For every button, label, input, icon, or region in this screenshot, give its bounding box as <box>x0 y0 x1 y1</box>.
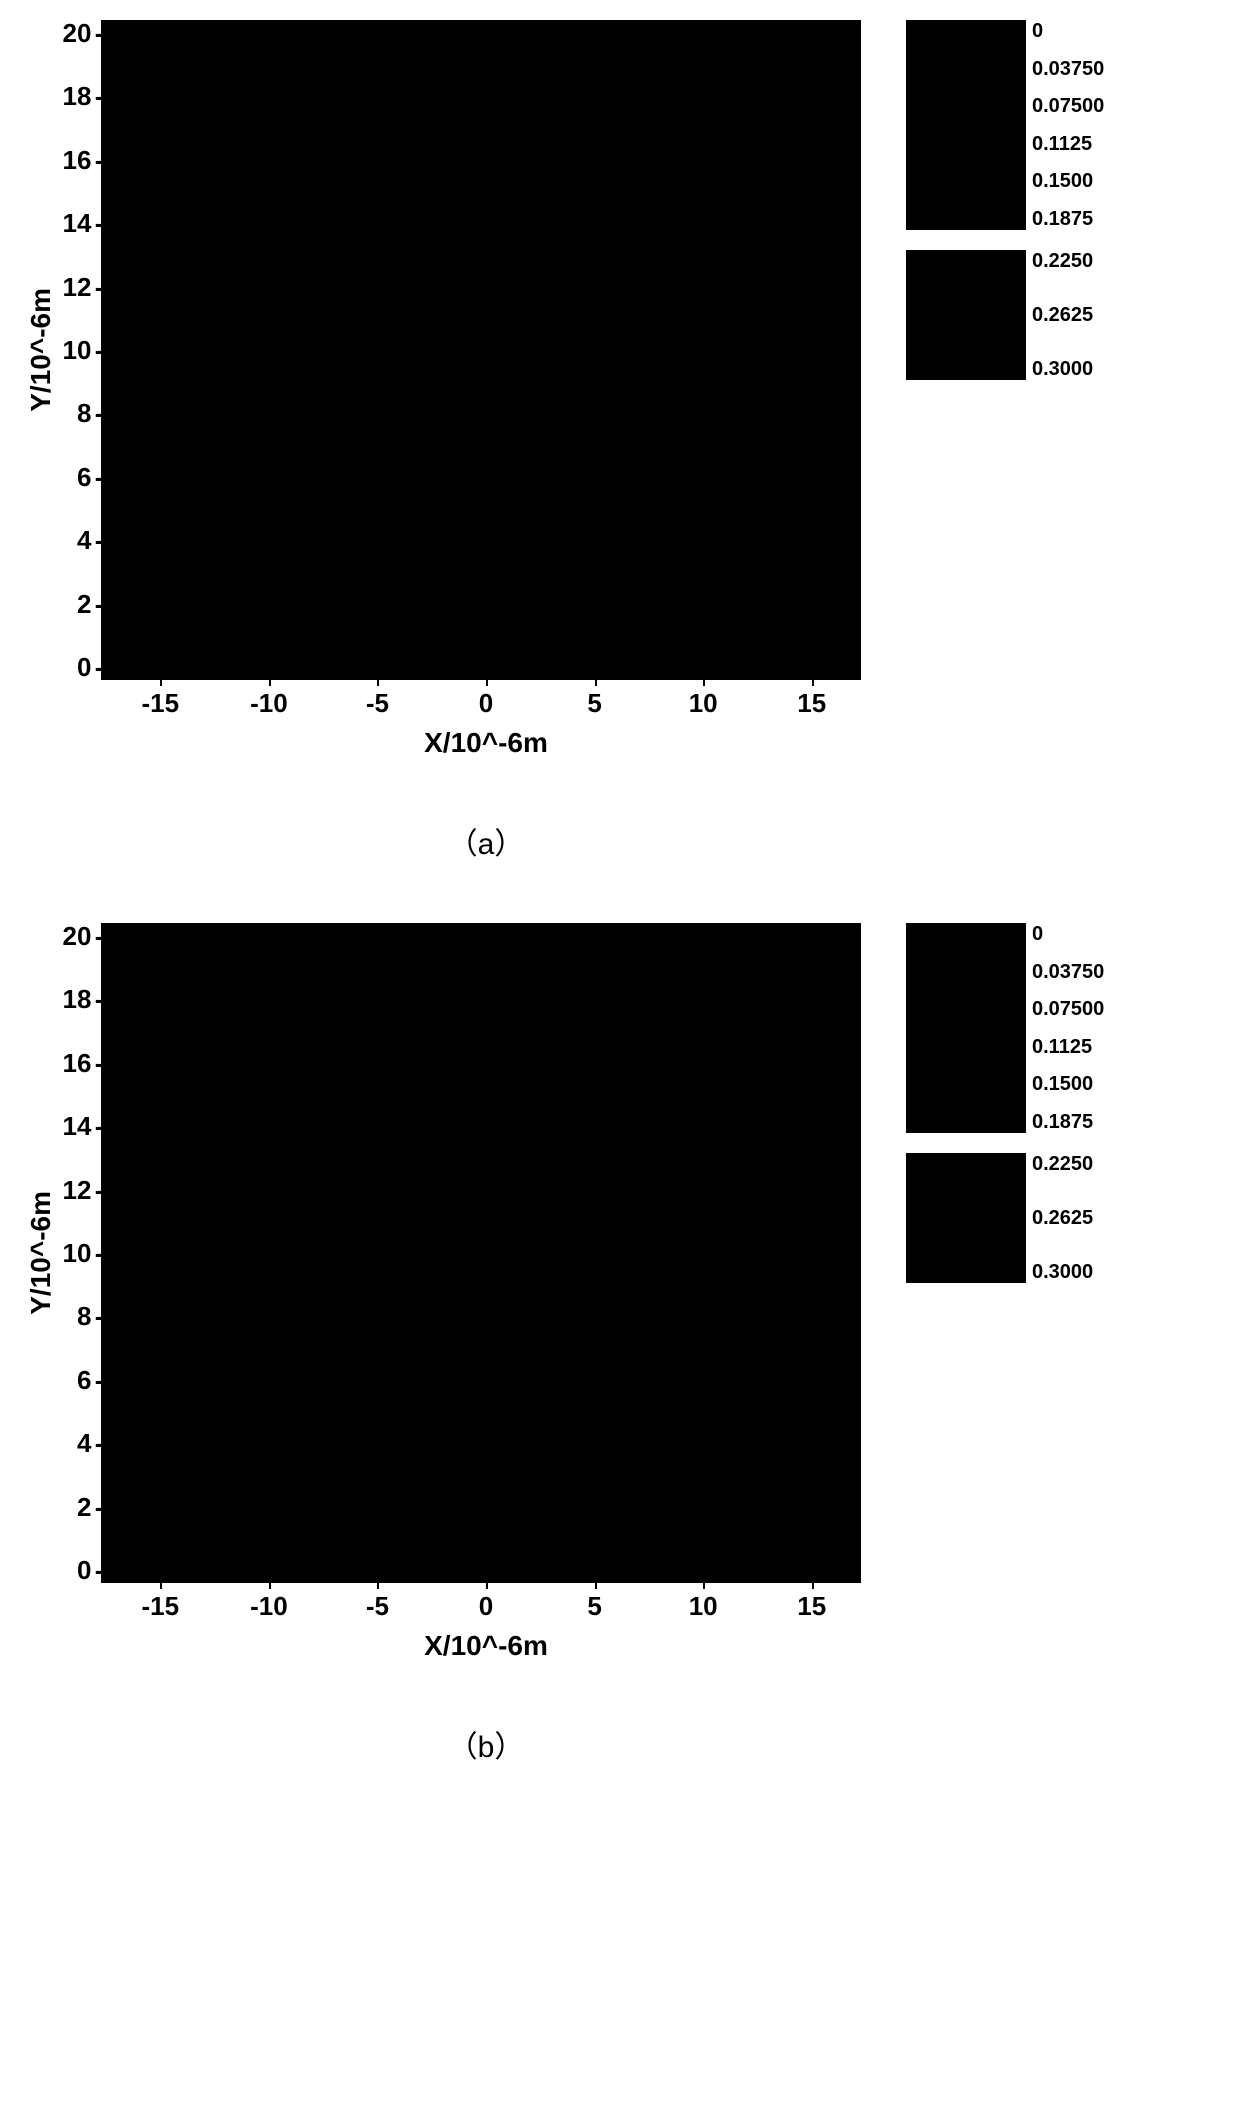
xtick: 5 <box>540 688 649 719</box>
xtick: 0 <box>432 688 541 719</box>
ytick: 12 <box>63 274 92 300</box>
colorbar-top <box>906 923 1026 1133</box>
xtick: 5 <box>540 1591 649 1622</box>
panel-b-yticks: 20 18 16 14 12 10 8 6 4 2 0 <box>63 923 102 1583</box>
cblabel: 0.1125 <box>1032 1036 1104 1058</box>
ytick: 4 <box>77 1430 91 1456</box>
panel-b-row: Y/10^-6m 20 18 16 14 12 10 8 6 4 2 0 <box>20 923 1220 1766</box>
xtick: 0 <box>432 1591 541 1622</box>
ytick: 4 <box>77 527 91 553</box>
colorbar-bottom-block: 0.2250 0.2625 0.3000 <box>906 250 1104 380</box>
ytick: 18 <box>63 986 92 1012</box>
panel-a: Y/10^-6m 20 18 16 14 12 10 8 6 4 2 0 <box>20 20 1220 863</box>
cblabel: 0.3000 <box>1032 358 1093 380</box>
cblabel: 0.2250 <box>1032 250 1093 272</box>
ytick: 20 <box>63 923 92 949</box>
panel-b-xticks: -15 -10 -5 0 5 10 15 <box>106 1583 866 1622</box>
cblabel: 0.07500 <box>1032 95 1104 117</box>
panel-b-plot-yaxis: Y/10^-6m 20 18 16 14 12 10 8 6 4 2 0 <box>25 923 862 1583</box>
ytick: 2 <box>77 591 91 617</box>
colorbar-bottom <box>906 1153 1026 1283</box>
ytick: 14 <box>63 1113 92 1139</box>
panel-a-subplot-label: （a） <box>448 819 525 863</box>
colorbar-top-block: 0 0.03750 0.07500 0.1125 0.1500 0.1875 <box>906 20 1104 230</box>
panel-b-xlabel: X/10^-6m <box>424 1630 548 1662</box>
ytick: 18 <box>63 83 92 109</box>
ytick: 8 <box>77 1303 91 1329</box>
panel-a-xticks: -15 -10 -5 0 5 10 15 <box>106 680 866 719</box>
ytick: 10 <box>63 1240 92 1266</box>
xtick: 15 <box>757 688 866 719</box>
colorbar-bottom-labels: 0.2250 0.2625 0.3000 <box>1026 250 1093 380</box>
panel-b-subplot-label: （b） <box>448 1722 525 1766</box>
xtick: 10 <box>649 688 758 719</box>
panel-b: Y/10^-6m 20 18 16 14 12 10 8 6 4 2 0 <box>20 923 1220 1766</box>
ytick: 20 <box>63 20 92 46</box>
cblabel: 0 <box>1032 20 1104 42</box>
cblabel: 0.1500 <box>1032 1073 1104 1095</box>
panel-a-xlabel: X/10^-6m <box>424 727 548 759</box>
ytick: 12 <box>63 1177 92 1203</box>
panel-b-heatmap <box>101 923 861 1583</box>
ytick: 16 <box>63 147 92 173</box>
colorbar-bottom-labels: 0.2250 0.2625 0.3000 <box>1026 1153 1093 1283</box>
panel-a-heatmap <box>101 20 861 680</box>
cblabel: 0.03750 <box>1032 961 1104 983</box>
ytick: 2 <box>77 1494 91 1520</box>
xtick: -15 <box>106 688 215 719</box>
ytick: 6 <box>77 1367 91 1393</box>
cblabel: 0.1500 <box>1032 170 1104 192</box>
xtick: 15 <box>757 1591 866 1622</box>
xtick: -5 <box>323 688 432 719</box>
xtick: -5 <box>323 1591 432 1622</box>
cblabel: 0.2250 <box>1032 1153 1093 1175</box>
colorbar-bottom <box>906 250 1026 380</box>
ytick: 6 <box>77 464 91 490</box>
panel-a-plot-wrapper: Y/10^-6m 20 18 16 14 12 10 8 6 4 2 0 <box>20 20 866 863</box>
xtick: 10 <box>649 1591 758 1622</box>
cblabel: 0.2625 <box>1032 304 1093 326</box>
colorbar-top-block: 0 0.03750 0.07500 0.1125 0.1500 0.1875 <box>906 923 1104 1133</box>
ytick: 8 <box>77 400 91 426</box>
cblabel: 0.03750 <box>1032 58 1104 80</box>
panel-a-row: Y/10^-6m 20 18 16 14 12 10 8 6 4 2 0 <box>20 20 1220 863</box>
colorbar-top-labels: 0 0.03750 0.07500 0.1125 0.1500 0.1875 <box>1026 20 1104 230</box>
cblabel: 0.2625 <box>1032 1207 1093 1229</box>
panel-b-plot-wrapper: Y/10^-6m 20 18 16 14 12 10 8 6 4 2 0 <box>20 923 866 1766</box>
xtick: -10 <box>215 1591 324 1622</box>
panel-b-colorbar: 0 0.03750 0.07500 0.1125 0.1500 0.1875 0… <box>906 923 1104 1283</box>
ytick: 0 <box>77 654 91 680</box>
cblabel: 0 <box>1032 923 1104 945</box>
panel-a-yticks: 20 18 16 14 12 10 8 6 4 2 0 <box>63 20 102 680</box>
panel-b-ylabel: Y/10^-6m <box>25 1191 57 1315</box>
panel-a-colorbar: 0 0.03750 0.07500 0.1125 0.1500 0.1875 0… <box>906 20 1104 380</box>
colorbar-top-labels: 0 0.03750 0.07500 0.1125 0.1500 0.1875 <box>1026 923 1104 1133</box>
cblabel: 0.1875 <box>1032 208 1104 230</box>
cblabel: 0.07500 <box>1032 998 1104 1020</box>
cblabel: 0.1875 <box>1032 1111 1104 1133</box>
panel-a-plot-yaxis: Y/10^-6m 20 18 16 14 12 10 8 6 4 2 0 <box>25 20 862 680</box>
ytick: 16 <box>63 1050 92 1076</box>
colorbar-bottom-block: 0.2250 0.2625 0.3000 <box>906 1153 1104 1283</box>
ytick: 0 <box>77 1557 91 1583</box>
ytick: 10 <box>63 337 92 363</box>
xtick: -10 <box>215 688 324 719</box>
ytick: 14 <box>63 210 92 236</box>
colorbar-top <box>906 20 1026 230</box>
cblabel: 0.1125 <box>1032 133 1104 155</box>
xtick: -15 <box>106 1591 215 1622</box>
cblabel: 0.3000 <box>1032 1261 1093 1283</box>
panel-a-ylabel: Y/10^-6m <box>25 288 57 412</box>
